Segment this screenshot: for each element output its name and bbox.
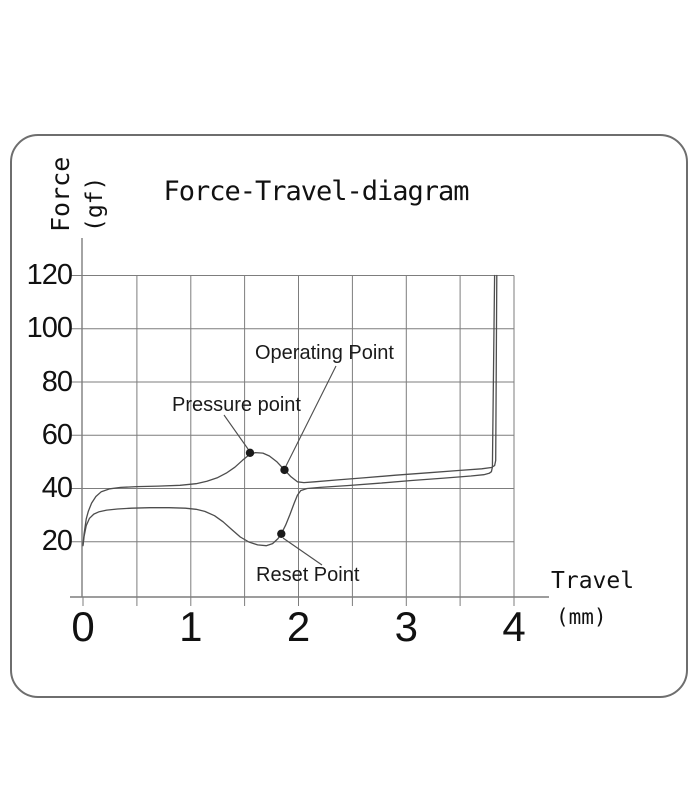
annotation-dot — [277, 529, 286, 538]
x-tick-label: 4 — [502, 603, 526, 650]
annotation-label: Reset Point — [256, 564, 360, 586]
annotation-dot — [280, 465, 289, 475]
x-tick-label: 0 — [71, 603, 95, 650]
x-tick-label: 2 — [286, 603, 311, 650]
x-tick-label: 3 — [394, 603, 418, 650]
leader-line — [223, 414, 249, 450]
y-tick-label: 20 — [41, 525, 73, 558]
x-axis-label: Travel — [551, 568, 635, 594]
leader-line — [282, 537, 323, 566]
axes — [70, 238, 549, 598]
annotation-label: Pressure point — [172, 394, 301, 416]
y-tick-label: 40 — [41, 472, 73, 504]
x-tick-label: 1 — [179, 603, 203, 650]
diagram-card — [10, 134, 688, 698]
y-tick-label: 80 — [41, 365, 73, 398]
y-tick-label: 120 — [26, 259, 73, 291]
grid-lines — [71, 275, 515, 606]
y-tick-label: 100 — [26, 312, 73, 345]
curve-release — [82, 274, 496, 547]
x-axis-unit: (mm) — [556, 605, 607, 629]
annotation-dot — [245, 448, 255, 457]
y-tick-label: 60 — [41, 418, 73, 451]
annotation-markers — [223, 365, 337, 566]
chart-title: Force-Travel-diagram — [163, 176, 469, 207]
y-axis-label: Force — [46, 156, 75, 232]
leader-line — [285, 365, 337, 467]
y-axis-unit: (gf) — [82, 176, 108, 232]
annotation-label: Operating Point — [255, 342, 394, 364]
